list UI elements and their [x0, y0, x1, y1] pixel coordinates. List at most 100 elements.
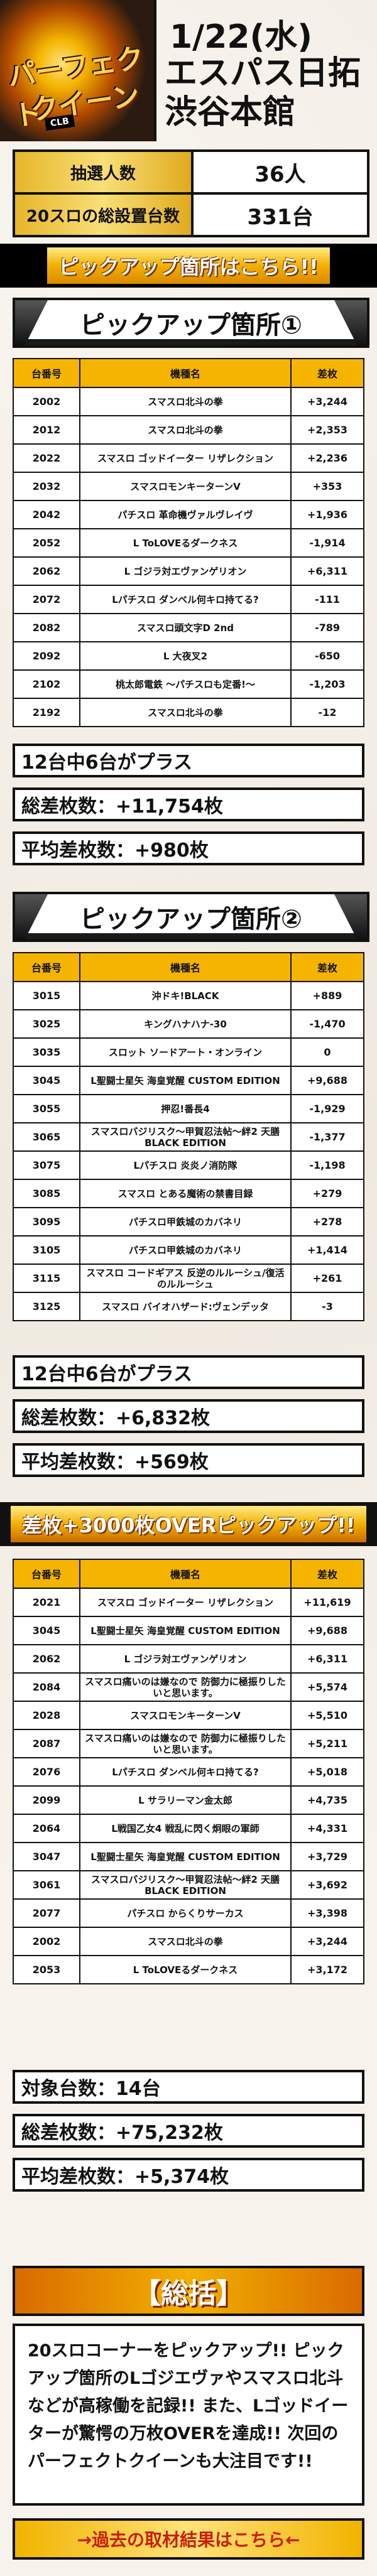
table-header-row: 台番号 機種名 差枚 [13, 952, 364, 982]
machine-number: 2002 [13, 1927, 80, 1956]
machine-name: スマスロ北斗の拳 [79, 698, 292, 727]
machine-number: 3045 [13, 1066, 80, 1095]
pickup-banner: ピックアップ箇所はこちら!! [0, 244, 377, 288]
machine-name: L聖闘士星矢 海皇覚醒 CUSTOM EDITION [79, 1066, 292, 1095]
table-header-cell: 台番号 [13, 358, 80, 388]
section2-table: 台番号 機種名 差枚 3015 沖ドキ!BLACK +889 3025 キングハナハナ-30-… [13, 952, 364, 1321]
coin-difference: -1,470 [290, 1009, 364, 1039]
table-header-cell: 差枚 [290, 358, 364, 388]
table-row: 3125 スマスロ バイオハザード:ヴェンデッタ -3 [13, 1292, 364, 1321]
section2-total: 総差枚数：+6,832枚 [13, 1399, 364, 1433]
machine-number: 2042 [13, 500, 80, 529]
summary-box: 20スロコーナーをピックアップ!! ピックアップ箇所のLゴジエヴァやスマスロ北斗… [13, 2324, 364, 2506]
table-row: 2002 スマスロ北斗の拳 +3,244 [13, 387, 364, 416]
machine-name: L戦国乙女4 戦乱に閃く炯眼の軍師 [79, 1814, 292, 1843]
coin-difference: +3,729 [290, 1842, 364, 1871]
event-date: 1/22(水) [170, 18, 313, 56]
machine-number: 2082 [13, 613, 80, 642]
coin-difference: 0 [290, 1037, 364, 1067]
event-logo: パーフェクト クイーン CLB [0, 0, 156, 141]
table-row: 3025 キングハナハナ-30 -1,470 [13, 1009, 364, 1039]
coin-difference: -1,198 [290, 1150, 364, 1180]
over3000-table: 台番号 機種名 差枚 2021 スマスロ ゴッドイーター リザレクション +11,619 3… [13, 1559, 364, 1984]
table-row: 2062 L ゴジラ対エヴァンゲリオン +6,311 [13, 1644, 364, 1674]
machine-name: パチスロ 革命機ヴァルヴレイヴ [79, 500, 292, 529]
machine-name: スマスロモンキーターンV [79, 472, 292, 501]
machine-name: L ToLOVEるダークネス [79, 1955, 292, 1984]
table-row: 3115 スマスロ コードギアス 反逆のルルーシュ/復活のルルーシュ +261 [13, 1264, 364, 1293]
machine-name: L ゴジラ対エヴァンゲリオン [79, 556, 292, 586]
section1-table: 台番号 機種名 差枚 2002 スマスロ北斗の拳 +3,244 2012 スマスロ北斗の拳 +2… [13, 358, 364, 727]
machine-number: 3095 [13, 1207, 80, 1237]
coin-difference: +3,172 [290, 1955, 364, 1984]
coin-difference: -1,377 [290, 1122, 364, 1152]
coin-difference: +1,414 [290, 1235, 364, 1265]
header-area: パーフェクト クイーン CLB 1/22(水) エスパス日拓渋谷本館 [0, 0, 377, 151]
coin-difference: +5,211 [290, 1729, 364, 1758]
past-results-link[interactable]: →過去の取材結果はこちら← [13, 2518, 364, 2560]
stats-box: 抽選人数 36人 20スロの総設置台数 331台 [13, 149, 369, 237]
machine-number: 3085 [13, 1179, 80, 1208]
coin-difference: -650 [290, 641, 364, 671]
table-row: 2087 スマスロ痛いのは嫌なので 防御力に極振りしたいと思います。 +5,211 [13, 1729, 364, 1758]
machine-number: 3035 [13, 1037, 80, 1067]
machine-name: パチスロ からくりサーカス [79, 1898, 292, 1928]
table-row: 2076 Lパチスロ ダンベル何キロ持てる? +5,018 [13, 1757, 364, 1787]
table-row: 3105 パチスロ甲鉄城のカバネリ +1,414 [13, 1235, 364, 1265]
coin-difference: +4,331 [290, 1814, 364, 1843]
table-row: 2042 パチスロ 革命機ヴァルヴレイヴ +1,936 [13, 500, 364, 529]
machine-number: 2032 [13, 472, 80, 501]
machine-name: 沖ドキ!BLACK [79, 981, 292, 1010]
coin-difference: +3,692 [290, 1870, 364, 1900]
coin-difference: +9,688 [290, 1066, 364, 1095]
machine-name: パチスロ甲鉄城のカバネリ [79, 1207, 292, 1237]
machine-number: 2192 [13, 698, 80, 727]
table-row: 2022 スマスロ ゴッドイーター リザレクション +2,236 [13, 443, 364, 473]
machine-name: Lパチスロ 炎炎ノ消防隊 [79, 1150, 292, 1180]
machine-number: 2012 [13, 415, 80, 445]
table-row: 3047 L聖闘士星矢 海皇覚醒 CUSTOM EDITION +3,729 [13, 1842, 364, 1871]
machine-number: 2087 [13, 1729, 80, 1758]
table-row: 3045 L聖闘士星矢 海皇覚醒 CUSTOM EDITION +9,688 [13, 1066, 364, 1095]
over3000-average: 平均差枚数：+5,374枚 [13, 2158, 364, 2192]
machine-number: 2099 [13, 1785, 80, 1815]
coin-difference: +1,936 [290, 500, 364, 529]
machine-number: 3065 [13, 1122, 80, 1152]
table-header-cell: 機種名 [79, 358, 292, 388]
section1-title: ピックアップ箇所① [80, 311, 302, 340]
machine-number: 2052 [13, 528, 80, 558]
pickup-banner-text: ピックアップ箇所はこちら!! [47, 247, 330, 284]
table-header-cell: 差枚 [290, 952, 364, 982]
table-header-cell: 機種名 [79, 952, 292, 982]
over3000-count: 対象台数：14台 [13, 2070, 364, 2104]
table-row: 2032 スマスロモンキーターンV +353 [13, 472, 364, 501]
coin-difference: +6,311 [290, 1644, 364, 1674]
table-header-row: 台番号 機種名 差枚 [13, 1559, 364, 1589]
coin-difference: +5,510 [290, 1701, 364, 1730]
machine-number: 2053 [13, 1955, 80, 1984]
machine-name: スマスロ痛いのは嫌なので 防御力に極振りしたいと思います。 [79, 1672, 292, 1702]
section1-average: 平均差枚数：+980枚 [13, 831, 364, 865]
coin-difference: +6,311 [290, 556, 364, 586]
machine-name: Lパチスロ ダンベル何キロ持てる? [79, 585, 292, 614]
coin-difference: +2,353 [290, 415, 364, 445]
table-header-cell: 差枚 [290, 1559, 364, 1589]
table-row: 3065 スマスロバジリスク〜甲賀忍法帖〜絆2 天膳 BLACK EDITION -… [13, 1122, 364, 1152]
machine-name: スマスロバジリスク〜甲賀忍法帖〜絆2 天膳 BLACK EDITION [79, 1870, 292, 1900]
machine-name: キングハナハナ-30 [79, 1009, 292, 1039]
machine-name: スマスロバジリスク〜甲賀忍法帖〜絆2 天膳 BLACK EDITION [79, 1122, 292, 1152]
coin-difference: +2,236 [290, 443, 364, 473]
stats-label: 抽選人数 [15, 152, 194, 192]
machine-number: 3045 [13, 1616, 80, 1645]
coin-difference: -3 [290, 1292, 364, 1321]
table-row: 2192 スマスロ北斗の拳 -12 [13, 698, 364, 727]
machine-name: スマスロ ゴッドイーター リザレクション [79, 443, 292, 473]
stats-value: 331台 [247, 204, 314, 230]
machine-name: L聖闘士星矢 海皇覚醒 CUSTOM EDITION [79, 1842, 292, 1871]
table-row: 2053 L ToLOVEるダークネス +3,172 [13, 1955, 364, 1984]
machine-number: 3075 [13, 1150, 80, 1180]
over3000-banner-text: 差枚+3000枚OVERピックアップ!! [10, 1506, 367, 1542]
machine-number: 3055 [13, 1094, 80, 1123]
coin-difference: +353 [290, 472, 364, 501]
